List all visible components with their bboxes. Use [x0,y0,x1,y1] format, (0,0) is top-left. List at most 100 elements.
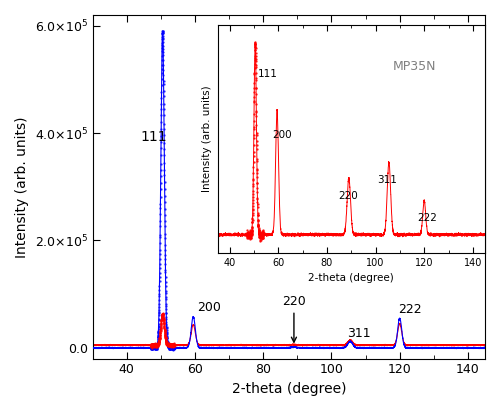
Point [259,233,267,240]
Point [158,312,166,318]
Point [155,339,163,345]
Point [148,342,156,348]
Point [164,339,172,345]
Point [250,135,258,142]
Point [246,232,254,238]
Point [162,296,170,302]
Point [254,211,262,218]
Point [257,231,265,237]
Point [258,227,266,234]
Point [256,232,264,238]
Point [148,345,156,352]
Point [252,39,260,46]
Point [248,231,256,238]
Point [166,342,174,349]
Point [257,236,265,243]
Point [163,341,171,348]
Point [167,341,175,348]
Point [249,207,257,213]
Point [164,342,172,349]
Point [246,229,254,235]
Point [148,344,156,351]
Point [148,344,156,350]
Point [154,339,162,345]
Point [152,341,160,348]
Point [148,346,156,353]
Point [170,345,178,351]
Point [165,344,173,351]
Point [153,343,161,350]
Point [150,345,158,351]
Point [164,342,172,349]
Point [150,345,158,352]
Point [163,340,171,347]
Point [149,344,157,351]
Point [156,335,164,341]
Point [162,339,170,345]
Point [260,232,268,238]
Point [164,342,172,349]
Point [160,71,168,78]
Point [161,222,169,229]
X-axis label: 2-theta (degree): 2-theta (degree) [232,382,346,396]
Point [167,344,175,351]
Point [162,287,170,294]
Point [151,342,159,349]
Point [168,341,176,347]
Point [164,342,172,348]
Point [259,231,267,237]
Point [160,67,168,74]
Point [166,342,174,349]
Point [152,343,160,350]
Point [243,235,251,242]
Point [150,345,158,351]
Point [160,313,168,320]
Point [155,339,163,345]
Point [160,159,168,166]
Point [162,334,170,340]
Point [162,269,170,275]
Point [161,212,169,219]
Point [147,343,155,349]
Point [162,338,170,345]
Point [149,345,157,351]
Point [152,345,160,351]
Point [253,146,261,152]
Point [170,342,178,349]
Point [166,344,174,350]
Point [155,337,163,344]
Point [163,342,171,349]
Point [251,44,259,51]
Point [170,342,178,349]
Point [255,231,263,238]
Point [154,332,162,339]
Point [254,230,262,236]
Point [168,345,176,351]
Point [150,341,158,348]
Point [258,235,266,241]
Point [157,324,165,331]
Point [168,343,176,349]
Point [250,153,258,159]
Point [170,342,178,348]
Point [155,338,163,345]
Point [158,312,166,319]
Point [247,235,255,241]
Point [260,232,268,238]
Point [154,342,162,348]
Point [154,341,162,347]
Point [164,343,172,350]
Point [258,230,266,236]
Point [248,230,256,237]
Point [161,252,169,259]
Point [244,234,252,240]
Point [170,344,178,351]
Point [254,221,262,227]
Point [148,345,156,351]
Point [146,342,154,348]
Point [162,335,170,342]
Point [156,330,164,337]
Point [158,315,166,321]
Point [252,53,260,60]
Point [252,85,260,92]
